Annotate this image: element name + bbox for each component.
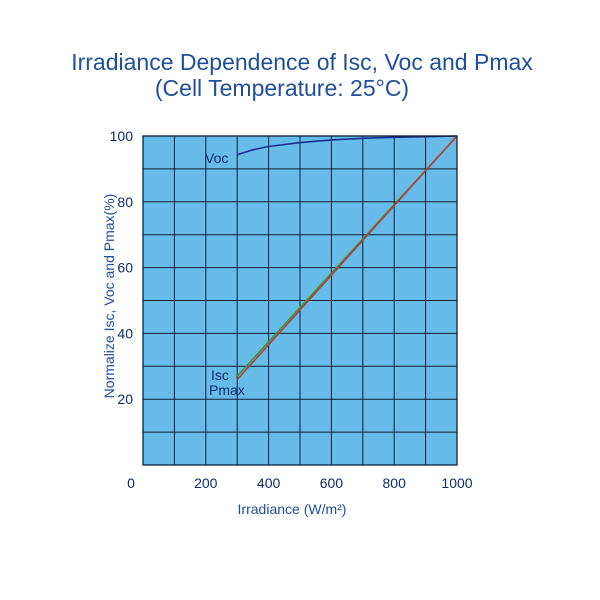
chart-subtitle: (Cell Temperature: 25°C) [155,75,409,101]
y-tick-label: 20 [117,391,133,407]
series-line-voc [236,135,458,156]
x-tick-label: 400 [257,475,281,491]
grid-lines [143,136,457,465]
x-tick-label: 0 [127,475,135,491]
series-lines [236,135,458,381]
x-axis-ticks: 0 200 400 600 800 1000 [127,475,473,491]
plot-frame [142,135,458,466]
series-label-voc: Voc [205,150,228,166]
y-tick-label: 100 [110,128,134,144]
chart-title: Irradiance Dependence of Isc, Voc and Pm… [71,49,533,75]
series-label-isc: Isc [211,367,229,383]
series-label-pmax: Pmax [209,382,245,398]
x-tick-label: 1000 [441,475,472,491]
y-tick-label: 60 [117,260,133,276]
y-tick-label: 80 [117,194,133,210]
x-tick-label: 800 [383,475,407,491]
y-axis-label: Normalize Isc, Voc and Pmax(%) [101,194,117,399]
x-tick-label: 600 [320,475,344,491]
x-tick-label: 200 [194,475,218,491]
series-line-pmax [236,135,458,381]
y-axis-ticks: 20 40 60 80 100 [110,128,134,407]
y-tick-label: 40 [117,325,133,341]
x-axis-label: Irradiance (W/m²) [238,501,347,517]
